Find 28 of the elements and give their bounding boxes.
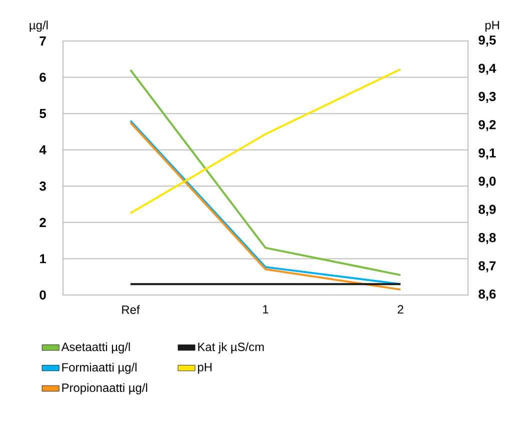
y-tick-label: 5 (40, 109, 46, 118)
y2-tick-label: 9,5 (478, 35, 496, 47)
y-tick-label: 3 (39, 182, 46, 191)
legend-label: Formiaatti µg/l (62, 362, 136, 374)
x-tick-label: 1 (263, 305, 268, 314)
y-tick-label: 7 (40, 36, 46, 46)
y2-tick-label: 9,1 (478, 148, 496, 160)
y-tick-label: 0 (40, 290, 46, 300)
y2-tick-label: 8,8 (478, 233, 496, 244)
y-tick-label: 2 (40, 218, 46, 227)
legend-label: Asetaatti µg/l (61, 342, 130, 354)
legend-label: pH (198, 363, 212, 374)
y-tick-label: 1 (40, 254, 46, 264)
x-tick-label: Ref (122, 305, 140, 314)
y2-axis-title: pH (485, 21, 499, 32)
y2-tick-label: 9,4 (478, 64, 496, 75)
y2-tick-label: 8,9 (478, 204, 496, 216)
legend-label: Propionaatti µg/l (62, 383, 148, 394)
legend-label: Kat jk µS/cm (198, 342, 264, 354)
y2-tick-label: 9,2 (478, 120, 496, 132)
y2-tick-label: 8,7 (478, 261, 496, 272)
y-axis-title: µg/l (30, 20, 48, 32)
y2-tick-label: 9,0 (478, 176, 496, 188)
y2-tick-label: 8,6 (478, 289, 496, 301)
x-tick-label: 2 (398, 305, 404, 314)
y-tick-label: 4 (39, 145, 46, 154)
y2-tick-label: 9,3 (478, 92, 496, 103)
y-tick-label: 6 (40, 72, 46, 82)
